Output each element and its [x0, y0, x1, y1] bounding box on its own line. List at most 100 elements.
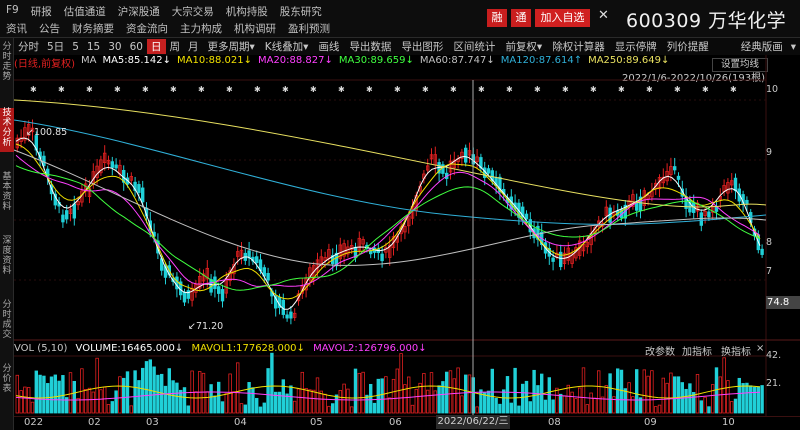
menu-item[interactable]: 资金流向: [126, 23, 168, 35]
volume-indicator-name[interactable]: VOL (5,10): [14, 343, 68, 354]
volume-bar: [361, 371, 365, 414]
volume-bar: [513, 367, 517, 414]
volume-bar: [57, 380, 61, 414]
menu-item[interactable]: F9: [6, 4, 19, 16]
kline-overlay-dropdown[interactable]: K线叠加▾: [264, 41, 309, 53]
margin-badge[interactable]: 融: [487, 9, 507, 27]
menu-item[interactable]: 盈利预测: [288, 23, 330, 35]
volume-bar: [399, 353, 403, 414]
sidebar-tab-basic[interactable]: 基本资料: [2, 172, 12, 212]
period-5day[interactable]: 5日: [47, 41, 65, 53]
kline-candle: [498, 176, 502, 193]
add-indicator-button[interactable]: 加指标: [682, 347, 712, 358]
volume-bar: [38, 374, 42, 414]
menu-item[interactable]: 公告: [39, 23, 60, 35]
kline-candle: [228, 270, 232, 282]
kline-candle: [460, 151, 464, 159]
volume-bar: [148, 359, 152, 414]
volume-bar: [391, 378, 396, 414]
set-ma-button[interactable]: 设置均线: [712, 58, 768, 72]
period-60min[interactable]: 60: [129, 40, 143, 53]
menu-item[interactable]: 股东研究: [279, 6, 322, 18]
x-tick-label: 10: [722, 417, 735, 428]
crosshair-date: 2022/06/22/三: [436, 415, 510, 429]
volume-bar: [578, 387, 582, 414]
price-alert-button[interactable]: 列价提醒: [666, 41, 709, 53]
kline-candle: [216, 286, 221, 294]
event-marker: ✱: [170, 85, 177, 94]
menu-item[interactable]: 机构调研: [234, 23, 276, 35]
period-15min[interactable]: 15: [86, 40, 101, 53]
volume-bar: [182, 387, 187, 414]
kline-candle: [133, 181, 137, 191]
export-data-button[interactable]: 导出数据: [349, 41, 392, 53]
draw-line-button[interactable]: 画线: [318, 41, 340, 53]
sidebar-tab-technical[interactable]: 技术分析: [0, 108, 14, 152]
volume-bar: [122, 377, 126, 414]
more-periods-dropdown[interactable]: 更多周期▾: [207, 41, 255, 53]
sidebar-tab-trades[interactable]: 分时成交: [2, 300, 12, 340]
kline-candle: [745, 199, 749, 204]
volume-bar: [555, 387, 559, 414]
adjust-dropdown[interactable]: 前复权▾: [505, 41, 543, 53]
menu-item[interactable]: 资讯: [6, 23, 27, 35]
volume-bar: [467, 374, 472, 414]
volume-bar: [323, 393, 327, 414]
sidebar-tab-intraday[interactable]: 分时走势: [2, 42, 12, 82]
classic-layout-button[interactable]: 经典版画: [740, 41, 783, 53]
volume-bar: [308, 389, 312, 414]
connect-badge[interactable]: 通: [511, 9, 531, 27]
period-5min[interactable]: 5: [72, 40, 79, 53]
switch-indicator-button[interactable]: 换指标: [721, 347, 751, 358]
menu-item[interactable]: 大宗交易: [171, 6, 214, 18]
volume-bar: [669, 372, 673, 414]
period-week[interactable]: 周: [169, 41, 181, 53]
kline-candle: [718, 195, 722, 200]
kline-candle: [585, 241, 589, 248]
close-icon[interactable]: ✕: [598, 8, 609, 23]
chevron-down-icon[interactable]: ▾: [790, 40, 796, 53]
volume-bar: [429, 372, 434, 414]
close-icon[interactable]: ×: [756, 343, 765, 354]
menu-item[interactable]: 研报: [30, 6, 52, 18]
menu-item[interactable]: 机构持股: [225, 6, 268, 18]
event-marker: ✱: [506, 85, 513, 94]
volume-bar: [505, 376, 510, 414]
change-params-button[interactable]: 改参数: [645, 347, 675, 358]
volume-bar: [353, 368, 358, 414]
period-30min[interactable]: 30: [108, 40, 122, 53]
period-day[interactable]: 日: [147, 39, 166, 54]
sidebar-tab-depth[interactable]: 深度资料: [2, 236, 12, 276]
x-tick-label: 04: [234, 417, 247, 428]
volume-bar: [118, 376, 122, 414]
kline-candle: [676, 175, 681, 180]
kline-candle: [323, 257, 327, 261]
menu-item[interactable]: 估值通道: [63, 6, 106, 18]
ex-rights-calculator-button[interactable]: 除权计算器: [552, 41, 605, 53]
range-stats-button[interactable]: 区间统计: [453, 41, 496, 53]
show-suspension-button[interactable]: 显示停牌: [614, 41, 657, 53]
kline-candle: [559, 251, 563, 268]
volume-bar: [418, 382, 422, 414]
volume-bar: [646, 375, 650, 414]
kline-candle: [103, 152, 107, 163]
volume-bar: [68, 372, 73, 414]
volume-bar: [441, 381, 445, 414]
add-watchlist-button[interactable]: 加入自选: [535, 9, 590, 27]
kline-candle: [30, 127, 35, 133]
volume-bar: [319, 390, 323, 414]
volume-bar: [384, 376, 388, 414]
mavol2-line: [15, 391, 761, 401]
volume-bar: [144, 361, 149, 414]
menu-item[interactable]: 财务摘要: [72, 23, 114, 35]
period-month[interactable]: 月: [188, 41, 199, 53]
menu-item[interactable]: 沪深股通: [117, 6, 160, 18]
volume-bar: [34, 370, 38, 414]
sidebar-tab-price-table[interactable]: 分价表: [2, 364, 12, 394]
period-intraday[interactable]: 分时: [18, 41, 39, 53]
kline-candle: [733, 177, 738, 192]
menu-item[interactable]: 主力构成: [180, 23, 222, 35]
kline-candle: [319, 256, 323, 266]
export-chart-button[interactable]: 导出图形: [401, 41, 444, 53]
